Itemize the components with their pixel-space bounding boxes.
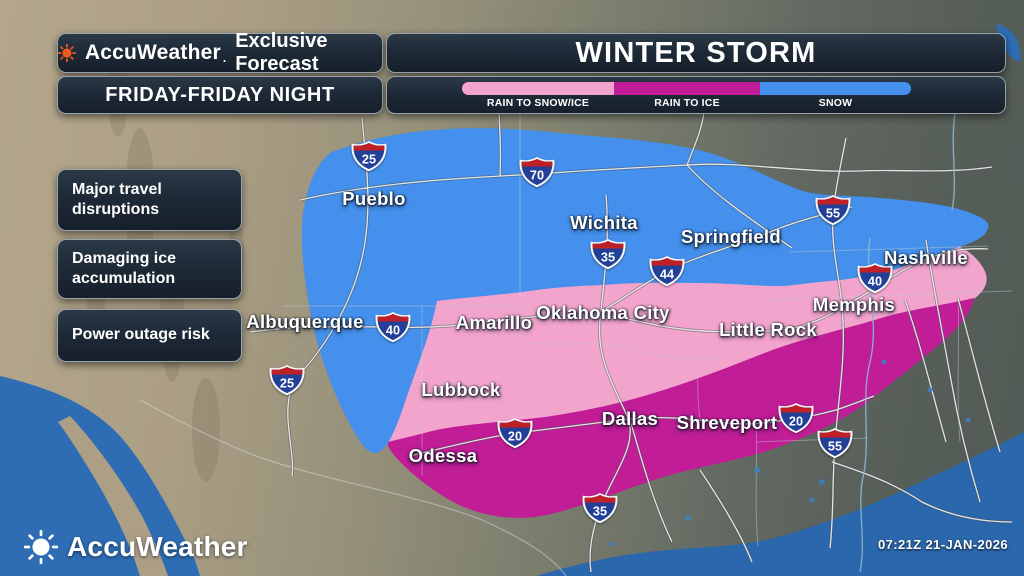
- brand-banner: AccuWeather . Exclusive Forecast: [57, 30, 383, 75]
- mexico-border: [139, 399, 567, 576]
- svg-text:20: 20: [789, 414, 803, 428]
- lake-northeast: [996, 24, 1021, 62]
- city-label-pueblo: Pueblo: [342, 188, 406, 209]
- callout-3: Power outage risk: [57, 309, 242, 362]
- lakes: [609, 359, 971, 547]
- legend-label-3: SNOW: [818, 97, 853, 109]
- city-label-wichita: Wichita: [570, 212, 638, 233]
- interstate-20-shield: 20: [496, 417, 534, 449]
- svg-text:35: 35: [601, 250, 615, 264]
- interstate-44-shield: 44: [648, 255, 686, 287]
- city-label-springfield: Springfield: [681, 226, 781, 247]
- region-rain-to-snow-ice: [381, 244, 987, 446]
- gulf-of-mexico: [536, 432, 1024, 576]
- svg-text:25: 25: [362, 152, 376, 166]
- callout-2: Damaging ice accumulation: [57, 239, 242, 299]
- brand-trademark: .: [222, 51, 227, 65]
- svg-text:44: 44: [660, 267, 674, 281]
- svg-text:70: 70: [530, 168, 544, 182]
- sun-icon: [58, 43, 76, 63]
- baja-peninsula: [58, 416, 168, 576]
- interstate-20-shield: 20: [777, 402, 815, 434]
- city-label-amarillo: Amarillo: [455, 312, 533, 333]
- svg-text:20: 20: [508, 429, 522, 443]
- city-label-odessa: Odessa: [408, 445, 478, 466]
- interstate-35-shield: 35: [589, 238, 627, 270]
- state-borders: [284, 92, 1013, 547]
- brand-name: AccuWeather: [84, 41, 221, 64]
- storm-title-banner: WINTER STORM: [386, 33, 1006, 73]
- legend-segment-1: [462, 82, 614, 95]
- svg-text:55: 55: [826, 206, 840, 220]
- interstate-25-shield: 25: [268, 364, 306, 396]
- brand-tagline: Exclusive Forecast: [235, 30, 328, 75]
- city-label-lubbock: Lubbock: [421, 379, 501, 400]
- city-label-albuquerque: Albuquerque: [246, 311, 364, 332]
- city-label-memphis: Memphis: [812, 294, 896, 315]
- city-label-shreveport: Shreveport: [676, 412, 778, 433]
- legend-segment-2: [614, 82, 760, 95]
- interstate-35-shield: 35: [581, 492, 619, 524]
- legend-banner: RAIN TO SNOW/ICE RAIN TO ICE SNOW: [386, 76, 1006, 114]
- city-label-nashville: Nashville: [884, 247, 968, 268]
- svg-text:55: 55: [828, 439, 842, 453]
- callout-1: Major travel disruptions: [57, 169, 242, 231]
- svg-text:40: 40: [386, 323, 400, 337]
- legend-label-2: RAIN TO ICE: [654, 97, 720, 109]
- sun-icon: [24, 530, 58, 564]
- legend-label-1: RAIN TO SNOW/ICE: [486, 97, 590, 109]
- city-label-oklahoma-city: Oklahoma City: [536, 302, 670, 323]
- timestamp: 07:21Z 21-JAN-2026: [877, 537, 1008, 552]
- interstate-55-shield: 55: [814, 194, 852, 226]
- city-label-little-rock: Little Rock: [719, 319, 817, 340]
- region-rain-to-ice: [387, 298, 974, 518]
- legend-labels: RAIN TO SNOW/ICE RAIN TO ICE SNOW: [462, 97, 911, 109]
- svg-text:35: 35: [593, 504, 607, 518]
- interstate-55-shield: 55: [816, 427, 854, 459]
- footer-brand: AccuWeather: [24, 530, 248, 564]
- legend-segment-3: [760, 82, 911, 95]
- svg-text:40: 40: [868, 274, 882, 288]
- rivers: [859, 111, 956, 573]
- footer-brand-name: AccuWeather: [67, 531, 248, 562]
- interstate-25-shield: 25: [350, 140, 388, 172]
- interstate-40-shield: 40: [374, 311, 412, 343]
- interstate-40-shield: 40: [856, 262, 894, 294]
- interstate-70-shield: 70: [518, 156, 556, 188]
- legend-bar: [462, 82, 911, 95]
- timeframe-banner: FRIDAY-FRIDAY NIGHT: [57, 76, 383, 114]
- city-label-dallas: Dallas: [601, 408, 659, 429]
- region-snow: [301, 128, 989, 454]
- svg-text:25: 25: [280, 376, 294, 390]
